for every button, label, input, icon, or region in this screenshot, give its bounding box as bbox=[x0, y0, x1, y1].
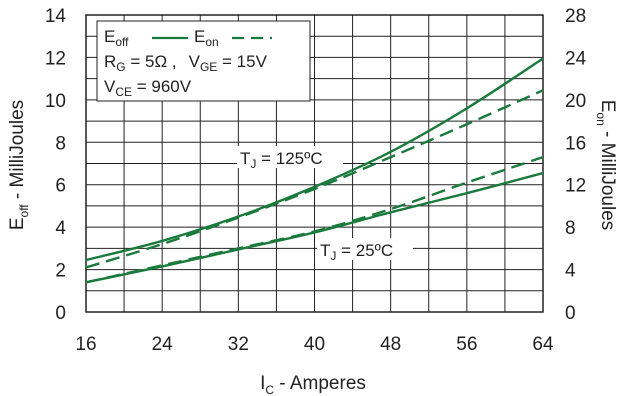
legend-vce-line: VCE = 960V bbox=[104, 77, 192, 99]
y-left-tick-label: 8 bbox=[55, 133, 66, 154]
plot-frame bbox=[85, 14, 544, 313]
x-tick-label: 16 bbox=[75, 334, 96, 355]
y-right-tick-label: 24 bbox=[565, 48, 587, 69]
legend-box bbox=[96, 20, 311, 102]
x-tick-label: 24 bbox=[152, 334, 174, 355]
y-left-tick-label: 0 bbox=[55, 303, 66, 324]
y-left-tick-label: 14 bbox=[45, 6, 67, 27]
annotation-tj125-bg bbox=[237, 146, 343, 168]
y-right-tick-label: 16 bbox=[565, 133, 586, 154]
legend-conditions-line: RG = 5Ω , VGE = 15V bbox=[104, 52, 268, 74]
y-left-tick-label: 4 bbox=[55, 218, 66, 239]
annotation-tj25-bg bbox=[317, 238, 413, 260]
annotation-tj25: TJ = 25ºC bbox=[320, 241, 393, 263]
series-line-eon-3 bbox=[85, 156, 544, 284]
y-right-tick-label: 28 bbox=[565, 6, 586, 27]
y-right-tick-label: 4 bbox=[565, 261, 576, 282]
y-left-tick-label: 2 bbox=[55, 261, 66, 282]
y-right-tick-label: 20 bbox=[565, 91, 586, 112]
y-axis-left-title: Eoff - MilliJoules bbox=[7, 100, 31, 230]
x-tick-label: 64 bbox=[532, 334, 554, 355]
x-axis-title: IC - Amperes bbox=[260, 373, 366, 396]
legend-eoff-label: Eoff bbox=[104, 27, 129, 49]
x-tick-label: 56 bbox=[456, 334, 477, 355]
x-tick-label: 32 bbox=[228, 334, 249, 355]
y-axis-right-title: Eon - MilliJoules bbox=[594, 100, 618, 231]
legend-eon-label: Eon bbox=[194, 27, 219, 49]
series-lines bbox=[85, 57, 544, 284]
y-left-tick-label: 6 bbox=[55, 176, 66, 197]
y-right-tick-label: 12 bbox=[565, 176, 586, 197]
series-line-eoff-0 bbox=[85, 57, 544, 262]
x-tick-label: 48 bbox=[380, 334, 401, 355]
series-line-eon-1 bbox=[85, 89, 544, 269]
y-right-tick-label: 8 bbox=[565, 218, 576, 239]
annotation-tj125: TJ = 125ºC bbox=[240, 149, 323, 171]
legend: Eoff Eon RG = 5Ω , VGE = 15V VCE = 960V bbox=[96, 20, 311, 102]
y-left-tick-label: 12 bbox=[45, 48, 66, 69]
y-right-tick-label: 0 bbox=[565, 303, 576, 324]
x-tick-label: 40 bbox=[304, 334, 325, 355]
y-left-tick-label: 10 bbox=[45, 91, 66, 112]
